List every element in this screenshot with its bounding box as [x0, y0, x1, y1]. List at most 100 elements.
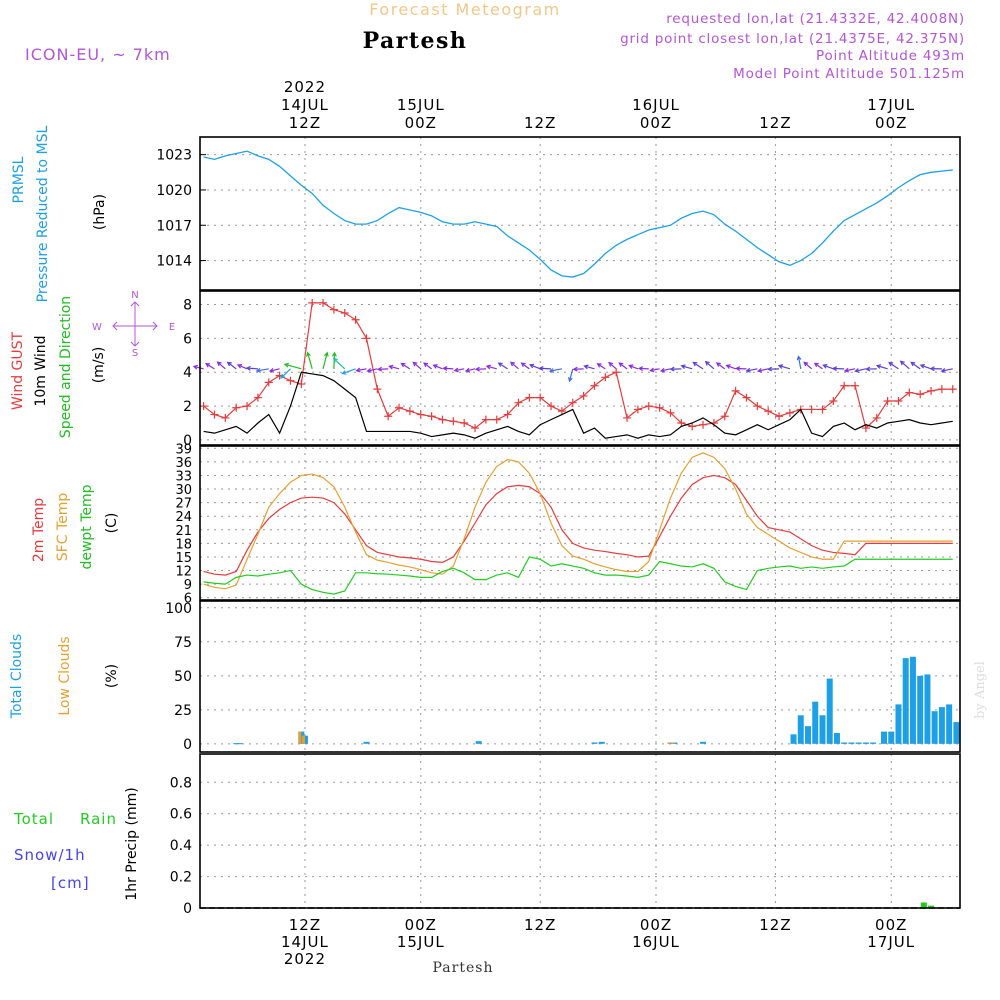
cloud-total-bar — [797, 715, 804, 744]
wind-direction-arrow — [693, 361, 704, 370]
wind-direction-arrow — [920, 364, 932, 370]
wind-direction-arrow — [205, 363, 215, 370]
wind-arrow-head — [899, 360, 905, 366]
wind-arrow-head — [910, 361, 916, 367]
chart-subtitle: Forecast Meteogram — [369, 0, 560, 19]
wind-direction-arrow — [333, 358, 346, 370]
tick-label-wind-4: 0 — [183, 433, 192, 449]
label-speed-direction: Speed and Direction — [58, 296, 74, 438]
gust-point — [905, 388, 914, 397]
series-wind-line — [203, 371, 953, 439]
wind-direction-arrow — [660, 368, 671, 372]
wind-arrow-head — [637, 366, 644, 372]
wind-direction-arrow — [217, 361, 226, 370]
gust-point — [329, 305, 338, 314]
wind-direction-arrow — [803, 361, 813, 370]
wind-direction-arrow — [256, 368, 269, 372]
label-snow: Snow/1h — [14, 846, 86, 864]
gust-point — [471, 424, 480, 433]
wind-arrow-head — [366, 368, 372, 373]
wind-arrow-head — [715, 362, 721, 367]
wind-arrow-head — [628, 364, 634, 369]
wind-direction-arrow — [498, 362, 508, 370]
cloud-total-bar — [475, 741, 482, 744]
wind-arrow-head — [725, 364, 731, 369]
wind-direction-arrow — [342, 368, 356, 375]
gust-point — [720, 412, 729, 421]
tick-label-pressure-1: 1020 — [156, 183, 192, 199]
gust-point — [210, 410, 219, 419]
gust-point — [232, 403, 241, 412]
gust-point — [460, 419, 469, 427]
label-rain: Rain — [80, 810, 117, 828]
wind-direction-arrow — [465, 368, 476, 372]
bottom-time-label-b-17jul00z: 17JUL — [867, 933, 915, 951]
wind-direction-arrow — [716, 362, 726, 370]
top-time-label-t-14jul12z: 12Z — [289, 114, 321, 132]
wind-direction-arrow — [412, 361, 422, 370]
wind-direction-arrow — [401, 363, 411, 370]
label-wind-gust: Wind GUST — [10, 331, 26, 410]
wind-direction-arrow — [510, 361, 519, 370]
wind-arrow-head — [283, 362, 289, 368]
gust-point — [286, 376, 295, 385]
gust-point — [221, 413, 230, 422]
wind-arrow-head — [423, 362, 429, 368]
wind-direction-arrow — [521, 362, 530, 370]
gust-point — [547, 402, 556, 411]
cloud-total-bar — [591, 742, 598, 744]
wind-arrow-head — [453, 367, 459, 373]
wind-direction-arrow — [486, 365, 497, 370]
gust-point — [438, 415, 447, 424]
wind-direction-arrow — [746, 368, 758, 372]
cloud-total-bar — [236, 743, 243, 745]
wind-arrow-head — [757, 367, 763, 373]
chart-location-title: Partesh — [363, 28, 468, 54]
gust-point — [894, 397, 903, 405]
cloud-total-bar — [888, 731, 895, 744]
wind-direction-arrow — [284, 363, 302, 370]
tick-label-temp-2: 33 — [175, 469, 192, 484]
cloud-low-bar — [301, 735, 305, 744]
wind-arrow-head — [596, 363, 602, 368]
cloud-total-bar — [233, 743, 240, 745]
wind-direction-arrow — [423, 362, 432, 370]
bottom-time-label-b-15jul00z: 15JUL — [397, 933, 445, 951]
tick-label-pressure-2: 1017 — [156, 218, 192, 234]
wind-arrow-head — [888, 361, 894, 367]
wind-direction-arrow — [280, 368, 291, 379]
wind-arrow-head — [226, 361, 232, 367]
cloud-total-bar — [805, 726, 811, 744]
wind-arrow-head — [510, 361, 515, 367]
gust-point — [677, 419, 686, 427]
gust-point — [785, 408, 794, 417]
tick-label-clouds-4: 0 — [183, 737, 192, 753]
gust-point — [883, 397, 892, 405]
tick-label-clouds-2: 50 — [174, 669, 192, 685]
gust-point — [362, 334, 371, 343]
gust-point — [829, 397, 838, 405]
wind-arrow-head — [205, 363, 211, 368]
grid-point-coords: grid point closest lon,lat (21.4375E, 42… — [620, 31, 965, 47]
cloud-total-bar — [855, 742, 862, 744]
wind-arrow-head — [803, 361, 809, 367]
top-time-label-t-15jul00z: 15JUL — [397, 96, 445, 114]
gust-point — [427, 412, 436, 421]
label-total-precip: Total — [13, 810, 54, 828]
wind-direction-arrow — [629, 364, 639, 370]
bottom-time-label-b-14jul12z: 14JUL — [281, 933, 329, 951]
cloud-total-bar — [363, 741, 370, 744]
wind-arrow-head — [245, 365, 251, 371]
label-ms: (m/s) — [91, 347, 107, 384]
wind-direction-arrow — [844, 368, 856, 372]
wind-arrow-head — [355, 367, 361, 373]
wind-direction-arrow — [650, 368, 660, 372]
wind-direction-arrow — [246, 367, 258, 370]
label-dewpt-temp: dewpt Temp — [79, 484, 95, 569]
top-time-label-t-14jul12z: 2022 — [284, 78, 326, 96]
gust-point — [644, 402, 653, 411]
wind-arrow-head — [442, 366, 448, 371]
wind-arrow-head — [432, 364, 438, 369]
label-percent: (%) — [104, 664, 120, 688]
